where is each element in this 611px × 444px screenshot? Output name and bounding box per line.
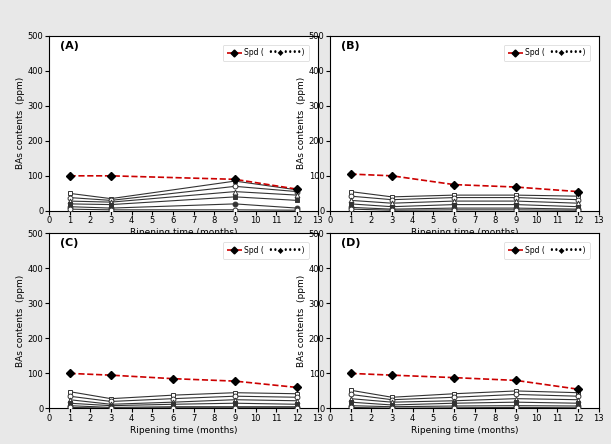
Text: (C): (C) bbox=[60, 238, 78, 248]
Y-axis label: BAs contents  (ppm): BAs contents (ppm) bbox=[16, 275, 24, 367]
Y-axis label: BAs contents  (ppm): BAs contents (ppm) bbox=[297, 77, 306, 169]
Y-axis label: BAs contents  (ppm): BAs contents (ppm) bbox=[16, 77, 24, 169]
Text: (D): (D) bbox=[341, 238, 360, 248]
X-axis label: Ripening time (months): Ripening time (months) bbox=[411, 228, 518, 237]
X-axis label: Ripening time (months): Ripening time (months) bbox=[411, 426, 518, 435]
Text: (B): (B) bbox=[341, 41, 359, 51]
X-axis label: Ripening time (months): Ripening time (months) bbox=[130, 228, 237, 237]
Legend: Spd (  ••◆••••): Spd ( ••◆••••) bbox=[223, 44, 309, 61]
Y-axis label: BAs contents  (ppm): BAs contents (ppm) bbox=[297, 275, 306, 367]
Legend: Spd (  ••◆••••): Spd ( ••◆••••) bbox=[504, 44, 590, 61]
X-axis label: Ripening time (months): Ripening time (months) bbox=[130, 426, 237, 435]
Legend: Spd (  ••◆••••): Spd ( ••◆••••) bbox=[223, 242, 309, 259]
Legend: Spd (  ••◆••••): Spd ( ••◆••••) bbox=[504, 242, 590, 259]
Text: (A): (A) bbox=[60, 41, 78, 51]
